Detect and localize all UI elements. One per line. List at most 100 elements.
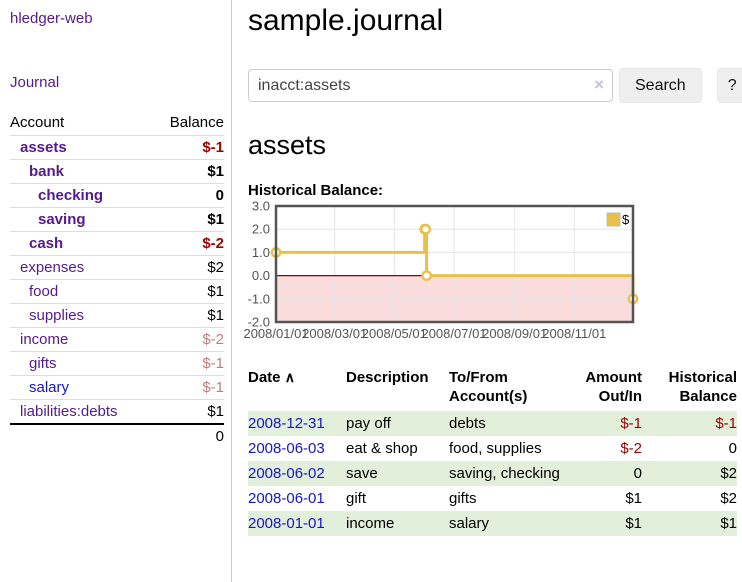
account-balance: $-1 xyxy=(152,375,224,400)
transaction-balance: $2 xyxy=(720,490,737,507)
register-row: 2008-06-02 save saving, checking 0 $2 xyxy=(248,461,737,486)
transaction-amount: $-1 xyxy=(620,415,642,432)
account-row: supplies $1 xyxy=(10,303,224,328)
svg-text:3.0: 3.0 xyxy=(252,199,270,214)
accounts-total-value: 0 xyxy=(152,423,224,448)
account-column-header: Account xyxy=(10,114,65,131)
transaction-amount: 0 xyxy=(633,465,642,482)
svg-text:2008/01/01: 2008/01/01 xyxy=(243,326,308,341)
account-link-assets[interactable]: assets xyxy=(20,139,67,156)
account-row: gifts $-1 xyxy=(10,351,224,376)
svg-text:2008/03/01: 2008/03/01 xyxy=(302,326,367,341)
transaction-balance: $2 xyxy=(720,465,737,482)
search-button[interactable]: Search xyxy=(619,68,702,103)
transaction-amount: $-2 xyxy=(620,440,642,457)
account-link-cash[interactable]: cash xyxy=(29,235,64,252)
register-row: 2008-06-01 gift gifts $1 $2 xyxy=(248,486,737,511)
account-row: liabilities:debts $1 xyxy=(10,399,224,424)
account-row: bank $1 xyxy=(10,159,224,184)
account-link-salary[interactable]: salary xyxy=(29,379,70,396)
balance-column-header: Balance xyxy=(169,114,224,131)
account-balance: $1 xyxy=(152,399,224,424)
transaction-amount: $1 xyxy=(625,490,642,507)
account-link-supplies[interactable]: supplies xyxy=(29,307,85,324)
account-link-liabilities-debts[interactable]: liabilities:debts xyxy=(20,403,118,420)
account-balance: $1 xyxy=(152,279,224,304)
search-form: × Search ? xyxy=(248,68,742,103)
account-balance: $-1 xyxy=(152,135,224,160)
sidebar-item-journal[interactable]: Journal xyxy=(10,74,60,91)
description-column-header: Description xyxy=(346,369,429,386)
svg-text:2008/05/01: 2008/05/01 xyxy=(362,326,427,341)
transaction-description: eat & shop xyxy=(346,440,418,457)
transaction-balance: $1 xyxy=(720,515,737,532)
account-row: assets $-1 xyxy=(10,135,224,160)
accounts-total-row: 0 xyxy=(10,423,224,448)
account-balance: $-2 xyxy=(152,327,224,352)
svg-text:-2.0: -2.0 xyxy=(248,315,270,330)
svg-text:2008/11/01: 2008/11/01 xyxy=(542,326,606,341)
accounts-column-header: To/From Account(s) xyxy=(449,369,528,405)
account-link-gifts[interactable]: gifts xyxy=(29,355,57,372)
account-balance: $2 xyxy=(152,255,224,280)
chart-canvas: $3.0 2.0 1.0 0.0 -1.0 -2.02008/01/012008/03/0… xyxy=(243,199,639,341)
balance-column-header: Historical Balance xyxy=(668,369,737,405)
account-link-saving[interactable]: saving xyxy=(38,211,86,228)
transaction-date-link[interactable]: 2008-01-01 xyxy=(248,515,325,532)
svg-text:2.0: 2.0 xyxy=(252,222,270,237)
account-link-food[interactable]: food xyxy=(29,283,59,300)
transaction-date-link[interactable]: 2008-12-31 xyxy=(248,415,325,432)
chart-label: Historical Balance: xyxy=(248,182,384,199)
account-row: income $-2 xyxy=(10,327,224,352)
historical-balance-chart: $3.0 2.0 1.0 0.0 -1.0 -2.0 2008/01/01 2008/03/0… xyxy=(243,199,742,346)
account-row: salary $-1 xyxy=(10,375,224,400)
account-link-bank[interactable]: bank xyxy=(29,163,65,180)
transaction-date-link[interactable]: 2008-06-02 xyxy=(248,465,325,482)
sort-ascending-icon: ∧ xyxy=(284,369,295,385)
account-row: food $1 xyxy=(10,279,224,304)
page-title: sample.journal xyxy=(248,4,444,37)
svg-text:1.0: 1.0 xyxy=(252,245,270,260)
account-balance: $-1 xyxy=(152,351,224,376)
transaction-date-link[interactable]: 2008-06-01 xyxy=(248,490,325,507)
transaction-description: gift xyxy=(346,490,367,507)
transaction-accounts: food, supplies xyxy=(449,440,542,457)
svg-text:0.0: 0.0 xyxy=(252,268,270,283)
transaction-description: save xyxy=(346,465,378,482)
amount-column-header: Amount Out/In xyxy=(585,369,642,405)
account-link-expenses[interactable]: expenses xyxy=(20,259,85,276)
search-input[interactable] xyxy=(248,69,613,102)
transaction-amount: $1 xyxy=(625,515,642,532)
account-link-income[interactable]: income xyxy=(20,331,69,348)
help-button[interactable]: ? xyxy=(716,68,742,103)
transaction-balance: 0 xyxy=(728,440,737,457)
svg-text:-1.0: -1.0 xyxy=(248,291,270,306)
sidebar: hledger-web Journal Account Balance asse… xyxy=(0,0,232,582)
accounts-table: Account Balance assets $-1 bank $1 check… xyxy=(10,111,224,448)
account-row: saving $1 xyxy=(10,207,224,232)
register-row: 2008-06-03 eat & shop food, supplies $-2… xyxy=(248,436,737,461)
transaction-balance: $-1 xyxy=(715,415,737,432)
register-header-row: Date ∧ Description To/From Account(s) Am… xyxy=(248,366,737,411)
accounts-header-row: Account Balance xyxy=(10,111,224,136)
transaction-accounts: salary xyxy=(449,515,490,532)
account-row: cash $-2 xyxy=(10,231,224,256)
app-title-link[interactable]: hledger-web xyxy=(10,10,93,27)
transaction-accounts: debts xyxy=(449,415,486,432)
register-row: 2008-01-01 income salary $1 $1 xyxy=(248,511,737,536)
account-row: expenses $2 xyxy=(10,255,224,280)
transaction-accounts: gifts xyxy=(449,490,477,507)
register-row: 2008-12-31 pay off debts $-1 $-1 xyxy=(248,411,737,436)
account-balance: $-2 xyxy=(152,231,224,256)
account-page-title: assets xyxy=(248,130,327,160)
account-link-checking[interactable]: checking xyxy=(38,187,104,204)
transaction-description: income xyxy=(346,515,395,532)
clear-search-icon[interactable]: × xyxy=(594,75,604,94)
account-balance: $1 xyxy=(152,303,224,328)
transaction-date-link[interactable]: 2008-06-03 xyxy=(248,440,325,457)
account-row: checking 0 xyxy=(10,183,224,208)
date-column-header[interactable]: Date ∧ xyxy=(248,369,295,386)
svg-text:$: $ xyxy=(622,212,630,227)
register-table: Date ∧ Description To/From Account(s) Am… xyxy=(248,366,737,536)
svg-text:2008/07/01: 2008/07/01 xyxy=(421,326,486,341)
